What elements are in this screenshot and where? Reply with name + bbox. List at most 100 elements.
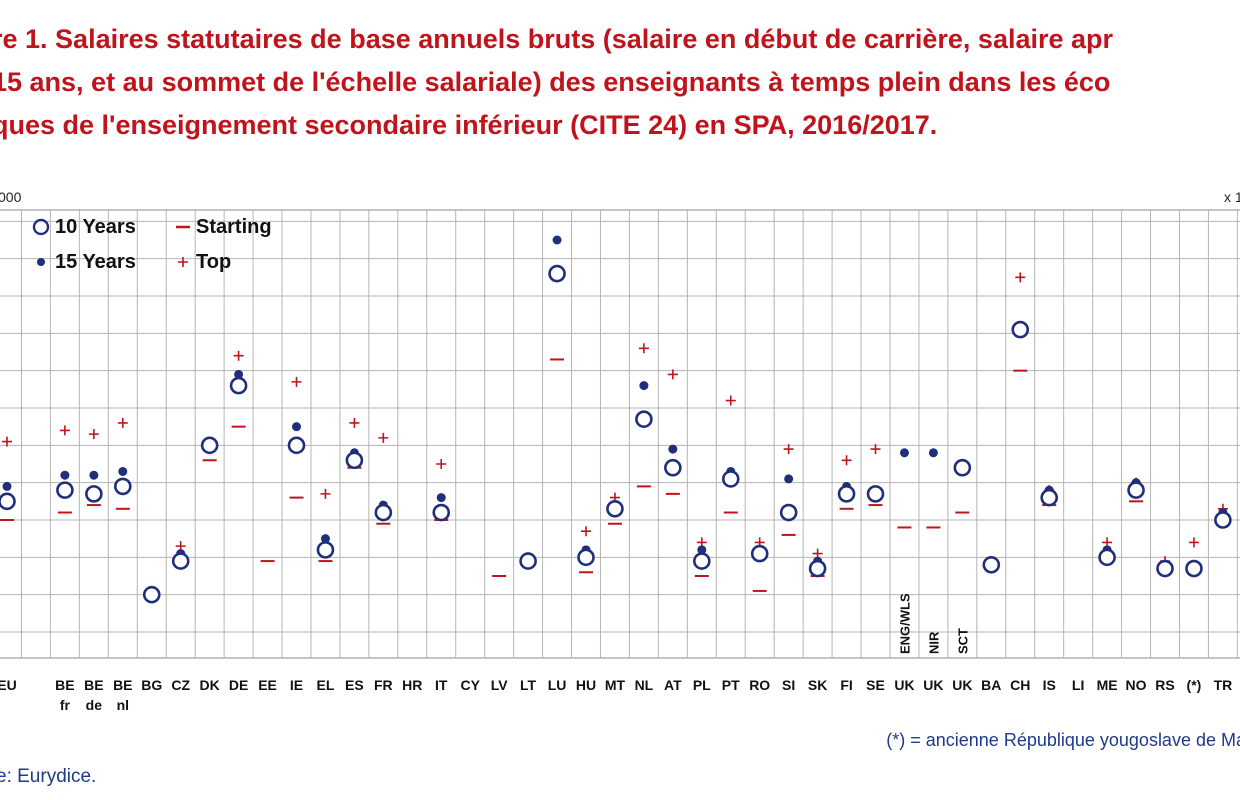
ten-years-mark bbox=[374, 503, 393, 522]
ten-years-mark bbox=[142, 585, 161, 604]
legend-marker-ten-years bbox=[32, 218, 50, 236]
axis-labels: 000 x 1 bbox=[0, 189, 1240, 205]
ten-years-mark bbox=[287, 436, 306, 455]
legend-marker-fifteen-years bbox=[37, 258, 45, 266]
x-tick-label: PT bbox=[722, 677, 740, 693]
x-tick-label: FR bbox=[374, 677, 393, 693]
x-tick-label: LV bbox=[491, 677, 509, 693]
x-tick-label: BE bbox=[113, 677, 132, 693]
top-mark bbox=[1188, 537, 1199, 548]
x-tick-label: FI bbox=[840, 677, 852, 693]
x-tick-label: ES bbox=[345, 677, 364, 693]
x-tick-label: HR bbox=[402, 677, 422, 693]
ten-years-mark bbox=[229, 376, 248, 395]
ten-years-mark bbox=[1127, 481, 1145, 499]
x-tick-label: DE bbox=[229, 677, 248, 693]
x-tick-label: NL bbox=[635, 677, 654, 693]
x-tick-label: IT bbox=[435, 677, 448, 693]
y-axis-label-left: 000 bbox=[0, 189, 22, 205]
ten-years-mark bbox=[432, 503, 451, 522]
fifteen-years-mark bbox=[697, 545, 707, 555]
ten-years-mark bbox=[85, 485, 103, 503]
footnote: (*) = ancienne République yougoslave de … bbox=[886, 730, 1240, 750]
x-tick-label: EU bbox=[0, 677, 17, 693]
x-tick-label: SI bbox=[782, 677, 795, 693]
x-tick-sublabel: de bbox=[86, 697, 103, 713]
top-mark bbox=[291, 376, 302, 387]
x-tick-sublabel: fr bbox=[60, 697, 71, 713]
x-tick-label: RO bbox=[749, 677, 770, 693]
ten-years-mark bbox=[1156, 559, 1174, 578]
top-mark bbox=[88, 429, 99, 440]
x-tick-label: SK bbox=[808, 677, 827, 693]
top-mark bbox=[436, 459, 447, 469]
fifteen-years-mark bbox=[89, 470, 99, 480]
x-tick-label: UK bbox=[923, 677, 943, 693]
x-tick-label: TR bbox=[1214, 677, 1233, 693]
x-tick-label: BA bbox=[981, 677, 1001, 693]
x-tick-label: UK bbox=[894, 677, 914, 693]
x-tick-label: (*) bbox=[1187, 677, 1202, 693]
top-mark bbox=[841, 455, 852, 466]
fifteen-years-mark bbox=[784, 474, 794, 484]
ten-years-mark bbox=[837, 485, 856, 503]
fifteen-years-mark bbox=[639, 381, 649, 391]
x-tick-label: CZ bbox=[171, 677, 190, 693]
ten-years-mark bbox=[808, 559, 827, 578]
top-mark bbox=[59, 425, 70, 436]
ten-years-mark bbox=[548, 264, 566, 283]
x-axis-labels: EU BE fr BE de BE nl BG CZ DK DE EE IE EL ES FR HR IT CY LV… bbox=[0, 593, 1232, 713]
x-tick-label: CY bbox=[460, 677, 480, 693]
fifteen-years-mark bbox=[928, 448, 938, 458]
ten-years-mark bbox=[982, 555, 1001, 574]
legend-label: Top bbox=[196, 251, 231, 273]
top-mark bbox=[870, 444, 881, 455]
top-mark bbox=[2, 436, 12, 447]
x-tick-label: BE bbox=[55, 677, 74, 693]
legend-label: 10 Years bbox=[55, 216, 136, 238]
top-mark bbox=[667, 369, 678, 380]
ten-years-mark bbox=[1098, 548, 1116, 567]
chart-title: re 1. Salaires statutaires de base annue… bbox=[0, 18, 1240, 147]
legend-marker-top bbox=[178, 257, 188, 267]
ten-years-mark bbox=[692, 552, 711, 570]
x-tick-label: LT bbox=[520, 677, 537, 693]
x-tick-label: EE bbox=[258, 677, 277, 693]
legend-label: 15 Years bbox=[55, 251, 136, 273]
legend: 10 Years 15 Years Starting Top bbox=[32, 216, 272, 273]
ten-years-mark bbox=[779, 503, 798, 522]
fifteen-years-mark bbox=[668, 444, 678, 454]
ten-years-mark bbox=[0, 492, 16, 511]
ten-years-mark bbox=[721, 470, 740, 488]
top-mark bbox=[233, 350, 244, 361]
top-mark bbox=[117, 417, 128, 428]
ten-years-mark bbox=[114, 477, 132, 496]
x-tick-label: LU bbox=[548, 677, 567, 693]
top-mark bbox=[320, 488, 331, 499]
ten-years-mark bbox=[577, 548, 595, 567]
top-mark bbox=[1015, 272, 1026, 283]
x-tick-label: CH bbox=[1010, 677, 1030, 693]
grid bbox=[0, 209, 1240, 659]
x-tick-label: DK bbox=[200, 677, 220, 693]
x-tick-label: EL bbox=[317, 677, 335, 693]
x-tick-label: PL bbox=[693, 677, 711, 693]
top-mark bbox=[783, 444, 794, 455]
salary-chart: 000 x 1 EU BE fr BE de BE nl BG CZ DK DE EE IE EL ES FR… bbox=[0, 189, 1240, 713]
ten-years-mark bbox=[1214, 511, 1232, 529]
x-tick-label: IE bbox=[290, 677, 303, 693]
x-rotated-label: NIR bbox=[926, 631, 941, 654]
ten-years-mark bbox=[1185, 559, 1203, 578]
top-mark bbox=[581, 526, 591, 537]
title-line-2: 15 ans, et au sommet de l'échelle salari… bbox=[0, 67, 1111, 97]
x-tick-label: ME bbox=[1097, 677, 1118, 693]
top-mark bbox=[638, 343, 649, 354]
x-tick-label: HU bbox=[576, 677, 596, 693]
fifteen-years-mark bbox=[292, 422, 301, 432]
x-tick-label: BE bbox=[84, 677, 103, 693]
top-mark bbox=[378, 432, 389, 443]
top-mark bbox=[349, 417, 360, 428]
x-tick-label: AT bbox=[664, 677, 682, 693]
top-mark bbox=[725, 395, 736, 406]
legend-label: Starting bbox=[196, 216, 272, 238]
